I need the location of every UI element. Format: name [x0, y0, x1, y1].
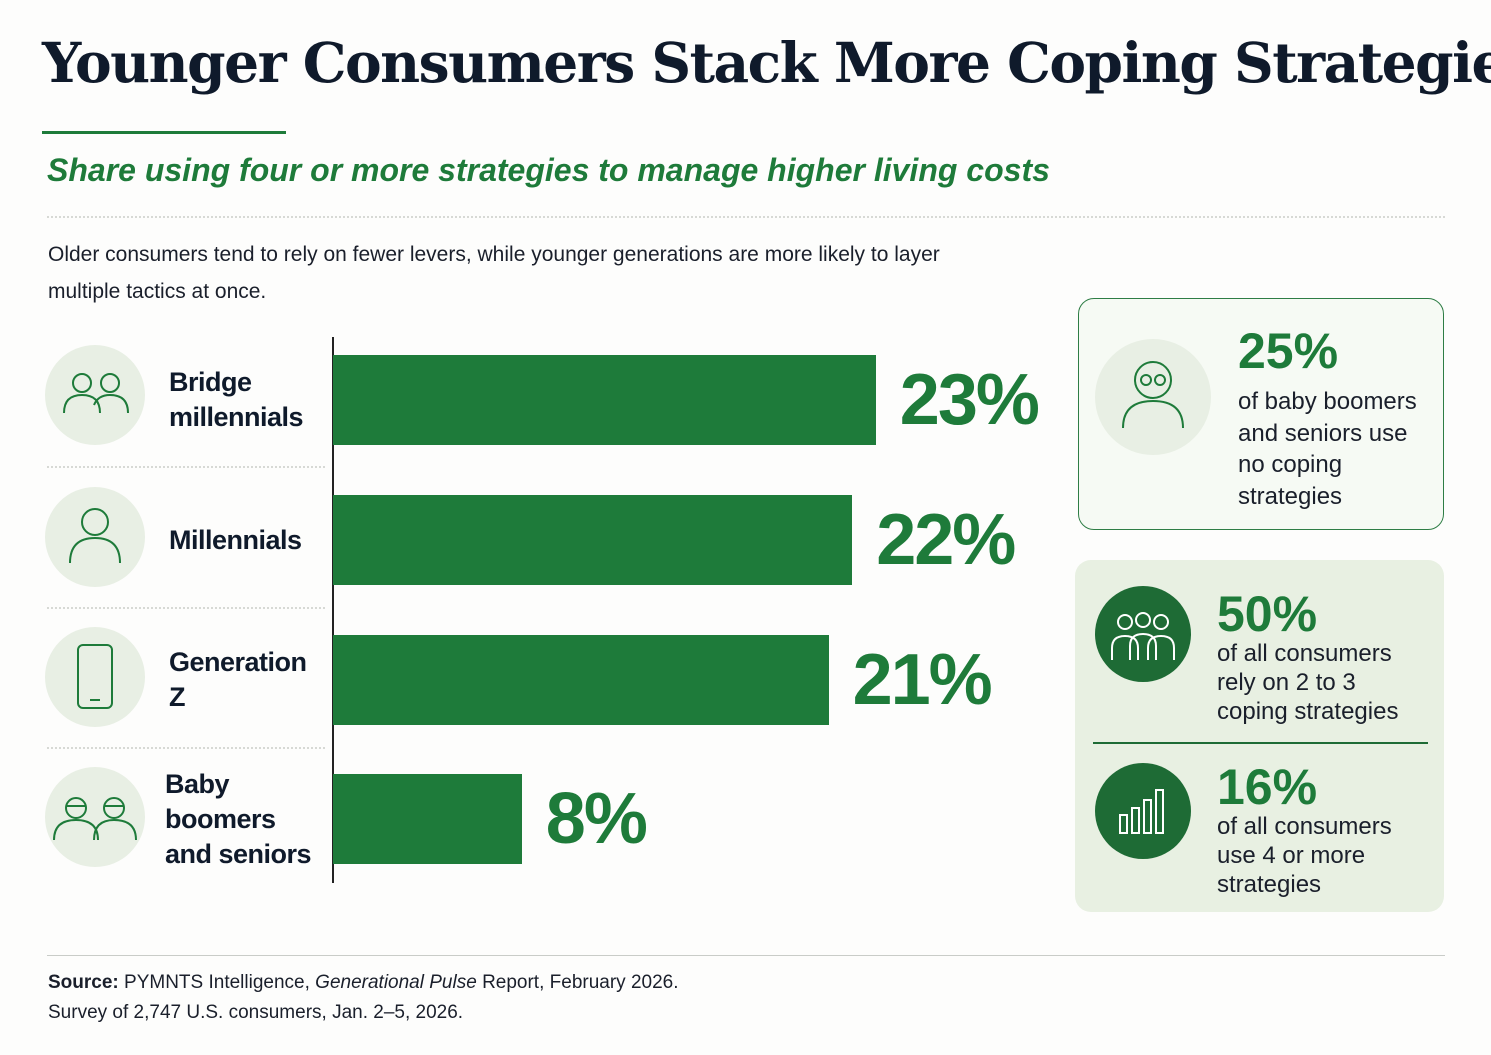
- value-label: 23%: [899, 360, 1040, 440]
- callout-text: of baby boomers and seniors use no copin…: [1238, 388, 1417, 510]
- source-report: Generational Pulse: [315, 972, 477, 993]
- title-underline: [42, 131, 286, 134]
- category-label: Bridge millennials: [169, 367, 304, 432]
- subtitle: Share using four or more strategies to m…: [47, 152, 1050, 188]
- bar: [333, 774, 522, 864]
- bar: [333, 355, 876, 445]
- category-label: Generation Z: [169, 647, 307, 712]
- row-divider: [47, 466, 325, 468]
- category-label: Millennials: [169, 524, 302, 555]
- source-label: Source:: [48, 972, 119, 993]
- value-label: 8%: [545, 779, 648, 859]
- description: Older consumers tend to rely on fewer le…: [48, 243, 940, 303]
- category-icons: [45, 345, 145, 867]
- title: Younger Consumers Stack More Coping Stra…: [42, 30, 1491, 95]
- bar: [333, 495, 853, 585]
- axis-line: [332, 337, 334, 883]
- callout-value: 50%: [1217, 586, 1318, 642]
- category-label: Baby boomers and seniors: [165, 768, 312, 869]
- row-divider: [47, 607, 325, 609]
- callout-value: 16%: [1217, 759, 1318, 815]
- row-divider: [47, 747, 325, 749]
- bar: [333, 635, 829, 725]
- value-label: 22%: [876, 500, 1016, 580]
- callout-text: of all consumers use 4 or more strategie…: [1217, 813, 1392, 898]
- source: Source: PYMNTS Intelligence, Generationa…: [48, 972, 679, 994]
- source-text: Report, February 2026.: [482, 972, 679, 993]
- source-text: PYMNTS Intelligence,: [124, 972, 310, 993]
- callout-value: 25%: [1238, 323, 1339, 379]
- callout-icons: [1095, 586, 1191, 859]
- divider: [47, 216, 1445, 218]
- source-note: Survey of 2,747 U.S. consumers, Jan. 2–5…: [48, 1002, 464, 1023]
- value-label: 21%: [852, 640, 993, 720]
- footer-rule: [47, 955, 1445, 956]
- callout-icon: [1095, 339, 1211, 455]
- callout-divider: [1093, 742, 1428, 744]
- callout-text: of all consumers rely on 2 to 3 coping s…: [1217, 640, 1399, 725]
